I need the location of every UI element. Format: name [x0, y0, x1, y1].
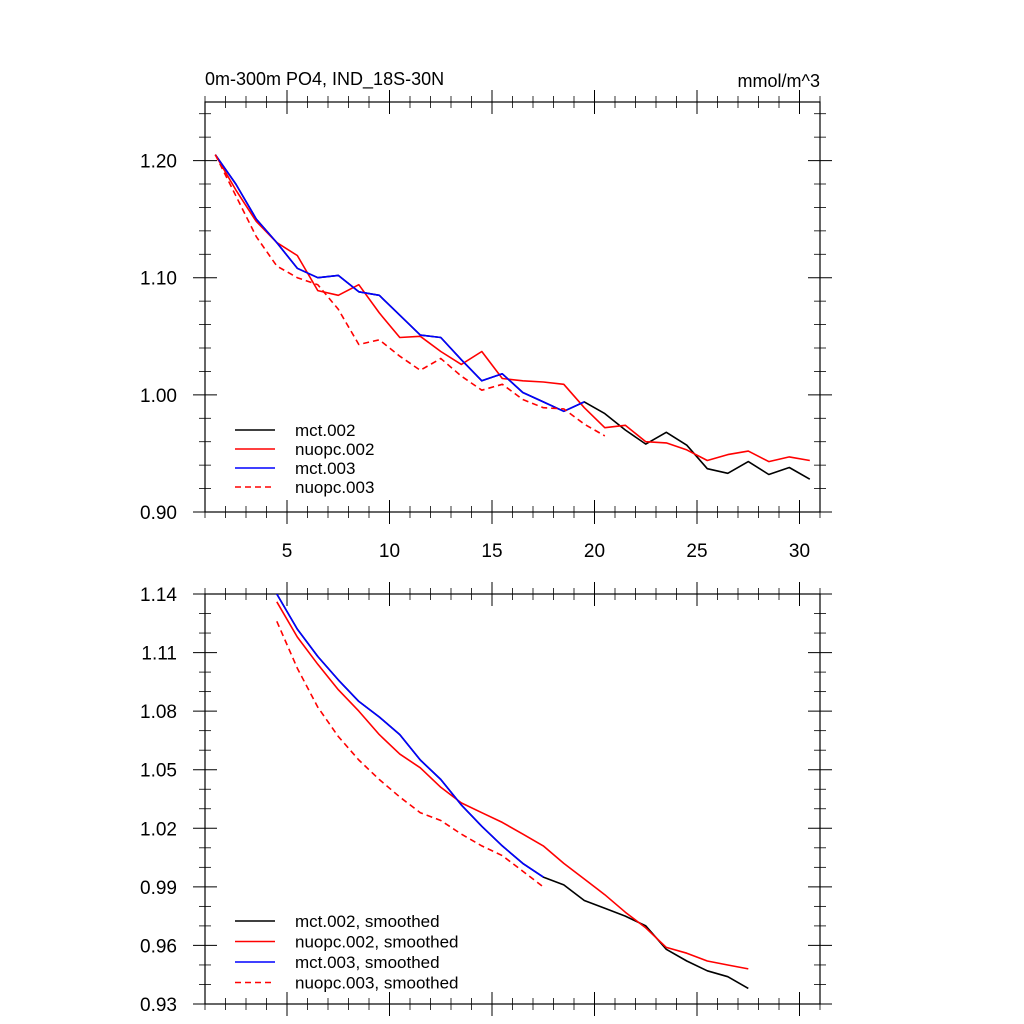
legend-label-nuopc-002: nuopc.002	[295, 440, 374, 459]
legend-label-nuopc-002-smoothed: nuopc.002, smoothed	[295, 933, 459, 952]
y-tick-label: 1.11	[141, 644, 177, 665]
y-tick-label: 0.93	[140, 995, 177, 1016]
y-tick-label: 1.14	[140, 585, 177, 606]
y-tick-label: 1.08	[140, 702, 177, 723]
y-tick-label: 0.99	[140, 878, 177, 899]
series-line-mct-003-smoothed	[276, 594, 544, 878]
x-tick-label: 15	[481, 541, 502, 562]
series-line-nuopc-002	[214, 154, 810, 463]
series-line-mct-003	[214, 154, 585, 413]
legend-label-mct-002-smoothed: mct.002, smoothed	[295, 912, 440, 931]
chart-title: 0m-300m PO4, IND_18S-30N	[205, 69, 444, 90]
y-tick-label: 1.02	[140, 819, 177, 840]
x-tick-label: 5	[282, 541, 293, 562]
legend-label-mct-002: mct.002	[295, 421, 355, 440]
x-tick-label: 25	[686, 541, 707, 562]
y-tick-label: 1.00	[140, 386, 177, 407]
x-tick-label: 10	[379, 541, 400, 562]
series-line-nuopc-003	[214, 154, 606, 437]
y-tick-label: 0.96	[140, 936, 177, 957]
x-tick-label: 30	[789, 541, 810, 562]
x-tick-label: 20	[584, 541, 605, 562]
y-tick-label: 1.10	[140, 269, 177, 290]
legend-label-mct-003: mct.003	[295, 459, 355, 478]
series-line-nuopc-002-smoothed	[276, 601, 749, 970]
legend-label-nuopc-003: nuopc.003	[295, 478, 374, 497]
chart-units: mmol/m^3	[738, 71, 820, 91]
legend-label-mct-003-smoothed: mct.003, smoothed	[295, 953, 440, 972]
series-line-nuopc-003-smoothed	[276, 620, 544, 888]
legend-label-nuopc-003-smoothed: nuopc.003, smoothed	[295, 974, 459, 993]
y-tick-label: 1.20	[140, 152, 177, 173]
y-tick-label: 1.05	[140, 761, 177, 782]
y-tick-label: 0.90	[140, 503, 177, 524]
top-panel: 5 10 15 20 25 30 0.90 1.00 1.10 1.20 0m-300m PO4, …	[140, 69, 832, 562]
bottom-panel: 0.93 0.96 0.99 1.02 1.05 1.08 1.11 1.14 mct.002,…	[140, 582, 832, 1016]
